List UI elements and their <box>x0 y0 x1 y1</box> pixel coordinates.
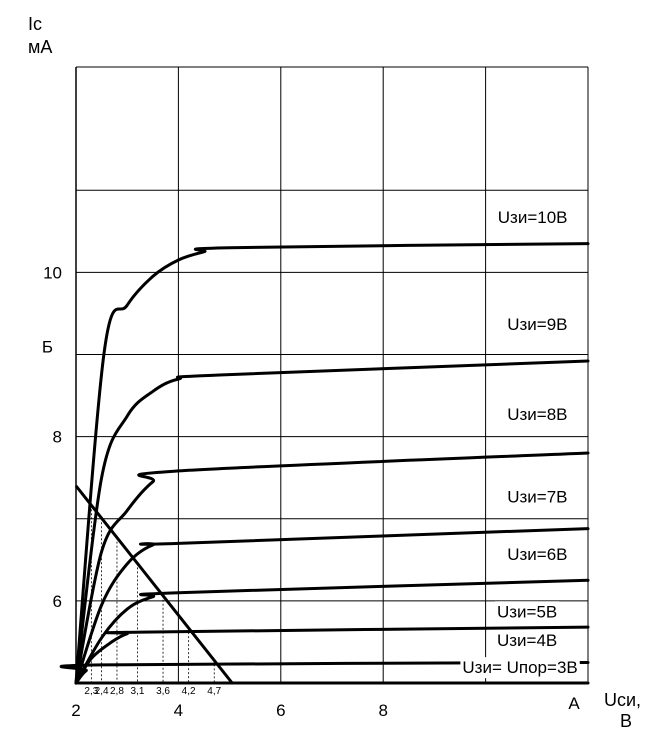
series-curve-4 <box>74 578 590 685</box>
curve-label: Uзи=5В <box>497 602 557 621</box>
marker-label: 3,1 <box>130 686 144 697</box>
curve-label: Uзи=7В <box>507 487 567 506</box>
series-curve-5 <box>74 625 590 685</box>
curve-label-background <box>494 630 560 652</box>
x-tick-label: 8 <box>378 701 387 720</box>
x-tick-label: 4 <box>174 701 183 720</box>
curve-label-background <box>505 313 570 335</box>
curve-label: Uзи=6В <box>507 545 567 564</box>
series-curve-1 <box>74 359 590 685</box>
curve-label: Uзи=4В <box>497 631 557 650</box>
curve-label-background <box>460 657 580 679</box>
curve-label-background <box>505 486 570 508</box>
marker-label: 2,3 <box>84 686 98 697</box>
series-curve-0 <box>74 242 590 685</box>
x-tick-label: 2 <box>71 701 80 720</box>
marker-label: 2,8 <box>110 686 124 697</box>
point-label: Б <box>42 337 53 356</box>
marker-label: 3,6 <box>156 686 170 697</box>
y-tick-label: 10 <box>43 263 62 282</box>
labels-group: Ic мА Uси, В 2 4 6 8 6 8 10 А Б 2,32,4 2,8 3,1 3,6 4,… <box>28 14 641 731</box>
series-group <box>59 242 590 685</box>
marker-label: 4,2 <box>182 686 196 697</box>
y-tick-label: 8 <box>53 428 62 447</box>
load-line <box>74 484 234 684</box>
curve-label-background <box>505 404 570 426</box>
curve-label-background <box>505 543 570 565</box>
y-tick-label: 6 <box>53 592 62 611</box>
curve-label-background <box>495 207 570 229</box>
marker-label: 4,7 <box>207 686 221 697</box>
point-label: А <box>568 694 580 713</box>
x-tick-label: 6 <box>276 701 285 720</box>
curve-label: Uзи= Uпор=3В <box>462 658 577 677</box>
series-curve-2 <box>74 451 590 685</box>
y-axis-title-line1: Ic <box>28 14 42 34</box>
curve-label: Uзи=9В <box>507 315 567 334</box>
x-axis-title-line1: Uси, <box>604 690 641 710</box>
x-axis-title-line2: В <box>620 711 632 731</box>
y-axis-title-line2: мА <box>28 37 52 57</box>
marker-label: 2,4 <box>95 686 109 697</box>
curve-label: Uзи=8В <box>507 405 567 424</box>
series-curve-3 <box>74 527 590 685</box>
curve-label-background <box>494 601 560 623</box>
curve-label: Uзи=10В <box>498 208 568 227</box>
series-curve-6 <box>59 661 590 685</box>
